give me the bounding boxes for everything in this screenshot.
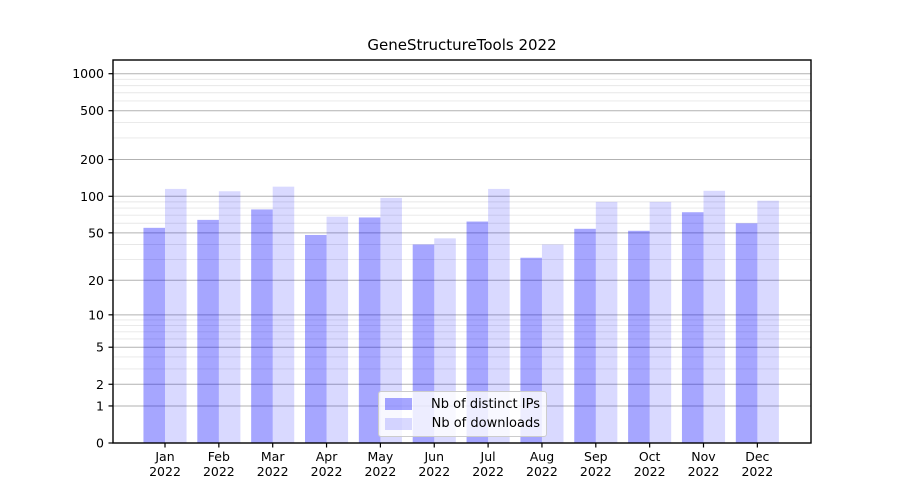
y-tick-label: 1 bbox=[96, 398, 104, 413]
bar-downloads-aug bbox=[541, 244, 564, 443]
legend-swatch-downloads bbox=[385, 417, 412, 430]
x-tick-label-month: Oct bbox=[639, 449, 661, 464]
bar-downloads-feb bbox=[218, 191, 241, 443]
y-tick-label: 20 bbox=[88, 273, 104, 288]
x-tick-label-year: 2022 bbox=[634, 464, 666, 479]
legend-swatch-distinct-ips bbox=[385, 398, 412, 411]
bar-ips-apr bbox=[305, 234, 327, 443]
bar-ips-may bbox=[358, 217, 381, 443]
x-tick-label-year: 2022 bbox=[364, 464, 396, 479]
bar-downloads-apr bbox=[326, 216, 349, 443]
y-tick-label: 2 bbox=[96, 377, 104, 392]
legend-item-downloads: Nb of downloads bbox=[385, 414, 540, 433]
x-tick-label-month: Jun bbox=[423, 449, 444, 464]
legend-item-distinct-ips: Nb of distinct IPs bbox=[385, 395, 540, 414]
legend-label-downloads: Nb of downloads bbox=[431, 416, 540, 432]
bar-downloads-oct bbox=[649, 201, 672, 443]
x-axis-ticks: Jan2022Feb2022Mar2022Apr2022May2022Jun20… bbox=[149, 443, 773, 479]
bars bbox=[143, 186, 779, 444]
bar-downloads-may bbox=[380, 197, 402, 443]
x-tick-label-month: Jul bbox=[480, 449, 496, 464]
x-tick-label-month: May bbox=[367, 449, 393, 464]
x-tick-label-year: 2022 bbox=[741, 464, 773, 479]
x-tick-label-month: Nov bbox=[691, 449, 716, 464]
x-tick-label-month: Jan bbox=[154, 449, 174, 464]
bar-ips-oct bbox=[628, 230, 650, 443]
bar-downloads-dec bbox=[757, 200, 779, 443]
bar-ips-jul bbox=[466, 221, 489, 443]
x-tick-label-year: 2022 bbox=[311, 464, 343, 479]
y-tick-label: 0 bbox=[96, 436, 104, 451]
x-tick-label-month: Mar bbox=[261, 449, 285, 464]
x-tick-label-year: 2022 bbox=[472, 464, 504, 479]
bar-ips-mar bbox=[251, 209, 273, 443]
x-tick-label-month: Dec bbox=[745, 449, 769, 464]
major-gridlines bbox=[113, 73, 811, 407]
bar-downloads-sep bbox=[595, 201, 618, 443]
x-tick-label-month: Feb bbox=[208, 449, 230, 464]
bar-ips-feb bbox=[197, 219, 219, 443]
legend-label-distinct-ips: Nb of distinct IPs bbox=[431, 396, 540, 412]
x-tick-label-year: 2022 bbox=[203, 464, 235, 479]
x-tick-label-month: Apr bbox=[316, 449, 338, 464]
bar-ips-dec bbox=[735, 223, 758, 443]
y-tick-label: 10 bbox=[88, 307, 104, 322]
bar-ips-sep bbox=[574, 228, 596, 443]
bar-downloads-jul bbox=[488, 188, 510, 443]
y-tick-label: 500 bbox=[80, 103, 104, 118]
x-tick-label-year: 2022 bbox=[526, 464, 558, 479]
x-tick-label-month: Sep bbox=[584, 449, 608, 464]
x-tick-label-year: 2022 bbox=[688, 464, 720, 479]
y-tick-label: 1000 bbox=[72, 66, 104, 81]
bar-downloads-mar bbox=[272, 186, 295, 444]
plot-border bbox=[112, 59, 812, 444]
y-tick-label: 5 bbox=[96, 340, 104, 355]
y-tick-label: 100 bbox=[80, 189, 104, 204]
x-tick-label-year: 2022 bbox=[580, 464, 612, 479]
minor-gridlines bbox=[113, 78, 811, 370]
x-tick-label-year: 2022 bbox=[257, 464, 289, 479]
bar-downloads-nov bbox=[703, 190, 726, 443]
bar-ips-jan bbox=[143, 227, 165, 443]
bar-ips-nov bbox=[681, 212, 704, 443]
x-tick-label-month: Aug bbox=[530, 449, 554, 464]
x-tick-label-year: 2022 bbox=[418, 464, 450, 479]
x-tick-label-year: 2022 bbox=[149, 464, 181, 479]
y-tick-label: 50 bbox=[88, 225, 104, 240]
chart-title: GeneStructureTools 2022 bbox=[367, 36, 557, 54]
legend: Nb of distinct IPs Nb of downloads bbox=[378, 391, 547, 437]
y-tick-label: 200 bbox=[80, 152, 104, 167]
bar-downloads-jan bbox=[165, 188, 187, 443]
